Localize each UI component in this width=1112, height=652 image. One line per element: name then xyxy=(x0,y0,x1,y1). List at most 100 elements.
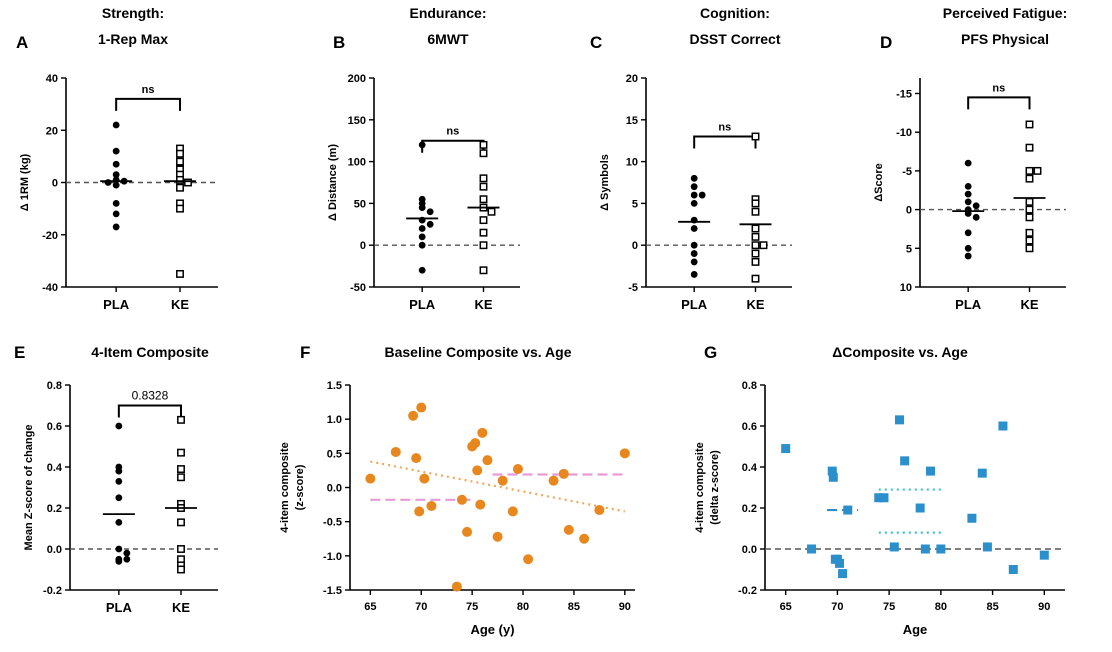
data-point-ke xyxy=(751,232,760,241)
data-point-pla xyxy=(690,225,698,232)
x-axis-label: Age xyxy=(903,622,928,637)
x-tick-label: 75 xyxy=(466,601,478,613)
significance-bracket xyxy=(117,404,182,418)
data-point xyxy=(828,472,838,482)
y-axis-label: Mean Z-score of change xyxy=(23,425,35,551)
data-point xyxy=(920,544,930,554)
data-point-pla xyxy=(698,191,706,199)
data-point xyxy=(414,506,425,517)
y-tick-label: -1.5 xyxy=(323,585,342,597)
data-point-pla xyxy=(690,174,698,182)
data-point-pla xyxy=(690,200,698,207)
data-point-pla xyxy=(115,477,123,485)
x-tick-label: PLA xyxy=(106,600,133,615)
data-point-pla xyxy=(690,258,698,266)
data-point xyxy=(507,506,518,517)
x-tick-label: 70 xyxy=(415,601,427,613)
data-point xyxy=(977,468,987,478)
y-tick-label: -15 xyxy=(896,88,912,100)
data-point xyxy=(834,558,844,568)
data-point-pla xyxy=(972,202,980,210)
data-point xyxy=(411,453,422,464)
y-tick-label: 0.0 xyxy=(327,483,342,495)
panel-title: 4-Item Composite xyxy=(91,344,209,360)
y-tick-label: 0.0 xyxy=(742,544,757,556)
y-tick-label: -10 xyxy=(896,127,912,139)
data-point-pla xyxy=(115,557,123,565)
data-point-ke xyxy=(176,157,184,166)
panel-letter: B xyxy=(333,33,345,52)
x-tick-label: 80 xyxy=(935,601,947,613)
data-point-pla xyxy=(115,422,123,430)
x-tick-label: 80 xyxy=(517,601,529,613)
data-point xyxy=(416,402,427,413)
x-tick-label: 75 xyxy=(883,601,895,613)
data-point xyxy=(874,493,884,503)
y-tick-label: -50 xyxy=(350,282,366,294)
y-tick-label: 0 xyxy=(52,178,58,190)
y-tick-label: 20 xyxy=(46,125,58,137)
data-point xyxy=(967,513,977,523)
panel-letter: G xyxy=(704,343,717,362)
data-point-ke xyxy=(1025,143,1034,152)
data-point-ke xyxy=(177,415,185,424)
data-point-pla xyxy=(112,171,120,179)
data-point-pla xyxy=(115,494,123,502)
data-point-ke xyxy=(177,545,185,553)
data-point xyxy=(889,542,899,552)
y-tick-label: 50 xyxy=(354,198,366,210)
data-point xyxy=(781,444,791,454)
panel-g: G ΔComposite vs. Age -0.2 0.0 0.2 0.4 0.6 0.8 65… xyxy=(694,343,1065,637)
x-tick-label: PLA xyxy=(409,297,436,312)
data-point xyxy=(915,503,925,513)
data-point-pla xyxy=(690,241,698,249)
data-point-ke xyxy=(751,257,760,266)
data-point-pla xyxy=(690,191,698,199)
y-tick-label: 0.4 xyxy=(742,462,758,474)
data-point xyxy=(1008,565,1018,574)
x-tick-label: PLA xyxy=(955,297,982,312)
significance-bracket xyxy=(115,97,181,111)
data-point-ke xyxy=(479,266,488,275)
data-point-pla xyxy=(112,200,120,207)
data-point-pla xyxy=(690,183,698,191)
data-point-pla xyxy=(418,204,426,211)
significance-label: ns xyxy=(718,122,731,134)
panel-title: ΔComposite vs. Age xyxy=(832,344,968,360)
data-point-pla xyxy=(112,160,120,168)
y-tick-label: -5 xyxy=(628,282,638,294)
y-tick-label: 5 xyxy=(906,243,912,255)
data-point-ke xyxy=(751,224,760,233)
y-tick-label: 20 xyxy=(626,73,638,85)
data-point xyxy=(426,500,437,511)
data-point xyxy=(998,421,1008,431)
data-point-ke xyxy=(1025,197,1034,206)
data-point-pla xyxy=(964,182,972,190)
data-point-pla xyxy=(964,190,972,198)
panel-title: Cognition: xyxy=(700,5,770,21)
data-point xyxy=(456,494,467,505)
y-tick-label: -1.0 xyxy=(323,551,342,563)
data-point-ke xyxy=(176,269,184,278)
data-point xyxy=(390,446,401,457)
data-point-pla xyxy=(123,555,131,563)
data-point-ke xyxy=(751,249,760,258)
y-tick-label: -20 xyxy=(42,230,58,242)
data-point-ke xyxy=(177,518,185,527)
data-point-ke xyxy=(479,149,488,158)
data-point xyxy=(579,533,590,544)
y-tick-label: 1.0 xyxy=(327,414,342,426)
data-point-ke xyxy=(176,149,184,158)
panel-a: A Strength: 1-Rep Max -40 -20 0 20 40 Δ 1RM (kg)… xyxy=(16,5,218,312)
data-point-pla xyxy=(112,181,120,189)
data-point-ke xyxy=(479,241,488,250)
data-point xyxy=(563,524,574,535)
panel-letter: D xyxy=(880,33,892,52)
y-tick-label: 0.2 xyxy=(47,503,62,515)
y-tick-label: 0.5 xyxy=(327,448,342,460)
data-point xyxy=(558,468,569,479)
data-point-pla xyxy=(104,179,112,186)
panel-title: Endurance: xyxy=(409,5,486,21)
data-point xyxy=(472,465,483,476)
x-tick-label: KE xyxy=(746,297,764,312)
